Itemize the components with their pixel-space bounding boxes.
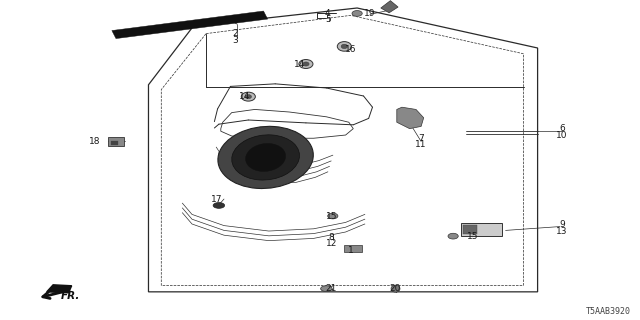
Text: 11: 11	[415, 140, 427, 149]
Text: 13: 13	[556, 227, 568, 236]
Polygon shape	[47, 285, 72, 293]
Ellipse shape	[352, 11, 362, 16]
Polygon shape	[381, 1, 398, 13]
Text: 6: 6	[559, 124, 564, 133]
Bar	[344, 245, 362, 252]
Text: 15: 15	[326, 212, 337, 221]
Text: 4: 4	[325, 9, 330, 18]
Bar	[461, 223, 502, 236]
Text: 7: 7	[419, 134, 424, 143]
Ellipse shape	[321, 286, 332, 292]
Ellipse shape	[213, 203, 225, 208]
Polygon shape	[397, 107, 424, 129]
Text: 15: 15	[467, 232, 478, 241]
Ellipse shape	[341, 44, 348, 49]
Text: FR.: FR.	[61, 291, 80, 301]
Ellipse shape	[246, 143, 285, 172]
Text: 8: 8	[329, 233, 334, 242]
Text: 18: 18	[89, 137, 100, 146]
Ellipse shape	[448, 233, 458, 239]
Text: 3: 3	[233, 36, 238, 45]
Text: 19: 19	[364, 9, 376, 18]
Text: 21: 21	[326, 284, 337, 293]
Text: 14: 14	[294, 60, 305, 69]
Text: 20: 20	[390, 284, 401, 293]
Text: 5: 5	[325, 15, 330, 24]
Text: 9: 9	[559, 220, 564, 229]
Ellipse shape	[337, 42, 351, 51]
Text: 1: 1	[348, 246, 353, 255]
Text: 17: 17	[211, 195, 222, 204]
Bar	[463, 225, 477, 234]
Ellipse shape	[328, 213, 338, 219]
Bar	[111, 141, 118, 145]
Text: 14: 14	[239, 92, 250, 100]
Ellipse shape	[232, 135, 300, 180]
Text: 10: 10	[556, 131, 568, 140]
Ellipse shape	[303, 62, 309, 66]
Polygon shape	[112, 11, 268, 39]
Ellipse shape	[245, 95, 252, 99]
Text: 2: 2	[233, 29, 238, 38]
Ellipse shape	[391, 285, 400, 292]
Ellipse shape	[218, 126, 314, 188]
Ellipse shape	[241, 92, 255, 101]
Bar	[108, 137, 124, 146]
Text: 16: 16	[345, 45, 356, 54]
Ellipse shape	[299, 60, 313, 68]
Text: 12: 12	[326, 239, 337, 248]
Text: T5AAB3920: T5AAB3920	[586, 308, 630, 316]
